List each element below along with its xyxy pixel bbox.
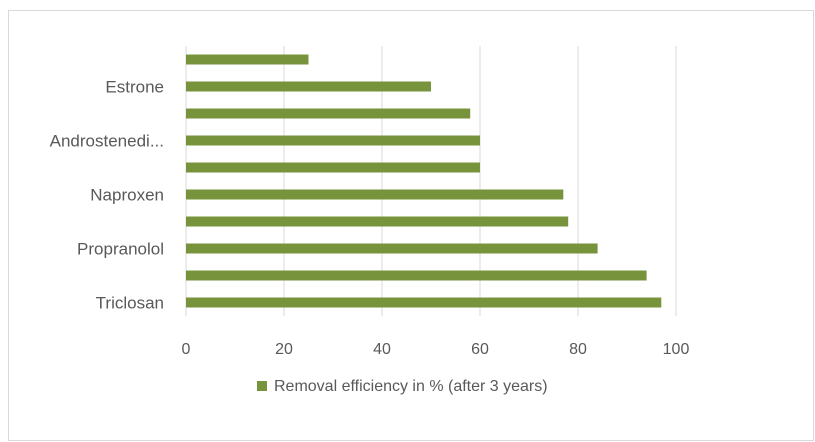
bar-1 [186, 297, 662, 308]
bars [186, 54, 662, 308]
bar-5 [186, 189, 564, 200]
bar-10 [186, 54, 309, 65]
x-tick-label: 100 [663, 341, 690, 358]
x-tick-label: 60 [471, 341, 489, 358]
legend: Removal efficiency in % (after 3 years) [257, 378, 548, 395]
legend-swatch [257, 381, 267, 391]
y-tick-label: Triclosan [96, 294, 164, 313]
y-tick-label: Propranolol [77, 240, 164, 259]
x-tick-label: 80 [569, 341, 587, 358]
y-tick-label: Naproxen [90, 186, 164, 205]
x-tick-label: 20 [275, 341, 293, 358]
y-axis-labels: Triclosan Propranolol Naproxen Androstenedi… [50, 78, 164, 313]
bar-2 [186, 270, 647, 281]
bar-8 [186, 108, 471, 119]
bar-4 [186, 216, 569, 227]
bar-6 [186, 162, 480, 173]
legend-label: Removal efficiency in % (after 3 years) [274, 378, 548, 395]
bar-9 [186, 81, 431, 92]
x-tick-label: 0 [182, 341, 191, 358]
x-axis-labels: 0 20 40 60 80 100 [182, 341, 690, 358]
y-tick-label: Androstenedi... [50, 132, 164, 151]
bar-3 [186, 243, 598, 254]
x-tick-label: 40 [373, 341, 391, 358]
bar-7 [186, 135, 480, 146]
y-tick-label: Estrone [105, 78, 164, 97]
